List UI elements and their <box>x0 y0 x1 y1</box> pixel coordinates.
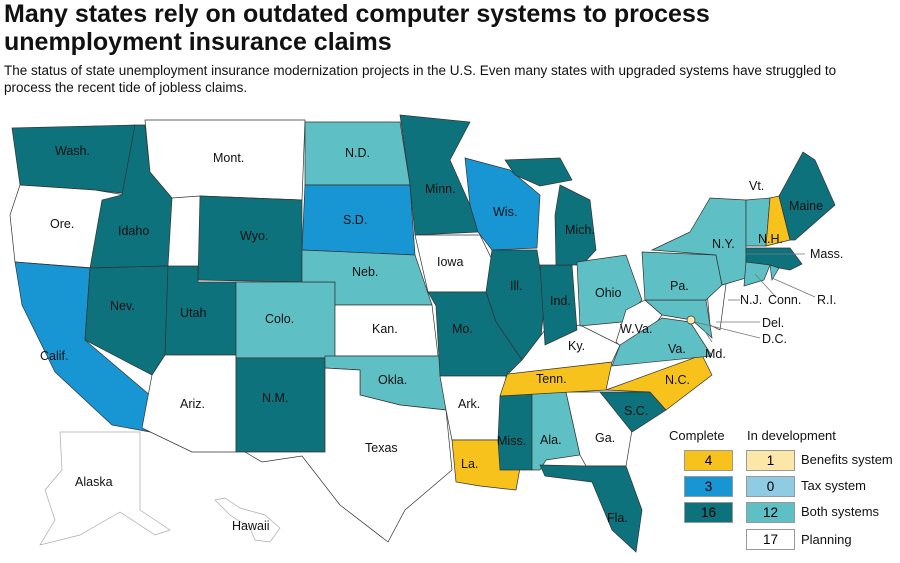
label-co: Colo. <box>265 312 294 326</box>
legend-complete-benefits: 4 <box>684 450 733 471</box>
legend-label-benefits: Benefits system <box>801 452 893 467</box>
label-wa: Wash. <box>55 144 90 158</box>
label-or: Ore. <box>50 217 74 231</box>
state-nc[interactable] <box>605 354 713 411</box>
state-nm[interactable] <box>235 357 326 453</box>
state-tx[interactable] <box>243 367 453 543</box>
label-ct: Conn. <box>768 293 801 307</box>
label-ia: Iowa <box>437 255 463 269</box>
label-ky: Ky. <box>568 339 585 353</box>
label-ny: N.Y. <box>712 237 735 251</box>
label-wv: W.Va. <box>620 322 652 336</box>
label-ks: Kan. <box>372 322 398 336</box>
label-ri: R.I. <box>817 293 836 307</box>
label-mt: Mont. <box>213 151 244 165</box>
label-dc: D.C. <box>762 332 787 346</box>
label-la: La. <box>461 457 478 471</box>
label-in: Ind. <box>550 294 571 308</box>
label-nd: N.D. <box>345 146 370 160</box>
label-az: Ariz. <box>180 397 205 411</box>
label-mn: Minn. <box>425 182 456 196</box>
label-nv: Nev. <box>110 299 135 313</box>
label-wi: Wis. <box>493 205 517 219</box>
label-me: Maine <box>789 199 823 213</box>
state-ms[interactable] <box>497 393 533 471</box>
label-va: Va. <box>668 342 686 356</box>
label-nj: N.J. <box>740 293 762 307</box>
label-il: Ill. <box>510 279 523 293</box>
label-oh: Ohio <box>595 286 621 300</box>
label-ga: Ga. <box>595 431 615 445</box>
label-pa: Pa. <box>670 279 689 293</box>
state-ct[interactable] <box>743 261 771 287</box>
state-me[interactable] <box>778 151 836 241</box>
legend-label-planning: Planning <box>801 532 852 547</box>
label-ak: Alaska <box>75 475 113 489</box>
label-nm: N.M. <box>262 391 288 405</box>
label-de: Del. <box>762 316 784 330</box>
label-ut: Utah <box>180 306 206 320</box>
label-fl: Fla. <box>607 511 628 525</box>
label-vt: Vt. <box>749 179 764 193</box>
legend-complete-both: 16 <box>684 502 733 523</box>
state-va[interactable] <box>611 317 713 367</box>
state-pa[interactable] <box>641 251 723 301</box>
state-fl[interactable] <box>539 464 643 553</box>
state-wa[interactable] <box>11 124 139 196</box>
legend-planning: 17 <box>746 529 795 550</box>
legend-dev-tax: 0 <box>746 476 795 497</box>
state-ri[interactable] <box>769 264 780 282</box>
legend-label-tax: Tax system <box>801 478 867 493</box>
state-hi[interactable] <box>214 497 281 543</box>
page-title: Many states rely on outdated computer sy… <box>4 0 710 56</box>
label-md: Md. <box>705 347 726 361</box>
label-ca: Calif. <box>40 349 68 363</box>
label-sc: S.C. <box>624 404 648 418</box>
label-ne: Neb. <box>352 265 378 279</box>
legend-dev-benefits: 1 <box>746 450 795 471</box>
state-ak[interactable] <box>39 431 171 546</box>
label-mi: Mich. <box>565 223 595 237</box>
legend-dev-heading: In development <box>747 428 836 443</box>
label-sd: S.D. <box>343 213 367 227</box>
label-nc: N.C. <box>665 373 690 387</box>
label-ms: Miss. <box>497 434 526 448</box>
label-tn: Tenn. <box>536 372 567 386</box>
label-mo: Mo. <box>452 322 473 336</box>
legend-complete-heading: Complete <box>669 428 725 443</box>
state-dc[interactable] <box>686 315 696 325</box>
label-hi: Hawaii <box>232 519 270 533</box>
legend-dev-both: 12 <box>746 502 795 523</box>
label-id: Idaho <box>118 224 149 238</box>
label-ar: Ark. <box>458 397 480 411</box>
label-wy: Wyo. <box>240 229 268 243</box>
legend-label-both: Both systems <box>801 504 880 519</box>
label-ok: Okla. <box>378 373 407 387</box>
label-al: Ala. <box>540 433 562 447</box>
state-mi-up[interactable] <box>504 157 573 187</box>
label-ma: Mass. <box>810 247 843 261</box>
legend-complete-tax: 3 <box>684 476 733 497</box>
subtitle: The status of state unemployment insuran… <box>4 63 837 95</box>
label-tx: Texas <box>365 441 398 455</box>
label-nh: N.H. <box>758 232 783 246</box>
